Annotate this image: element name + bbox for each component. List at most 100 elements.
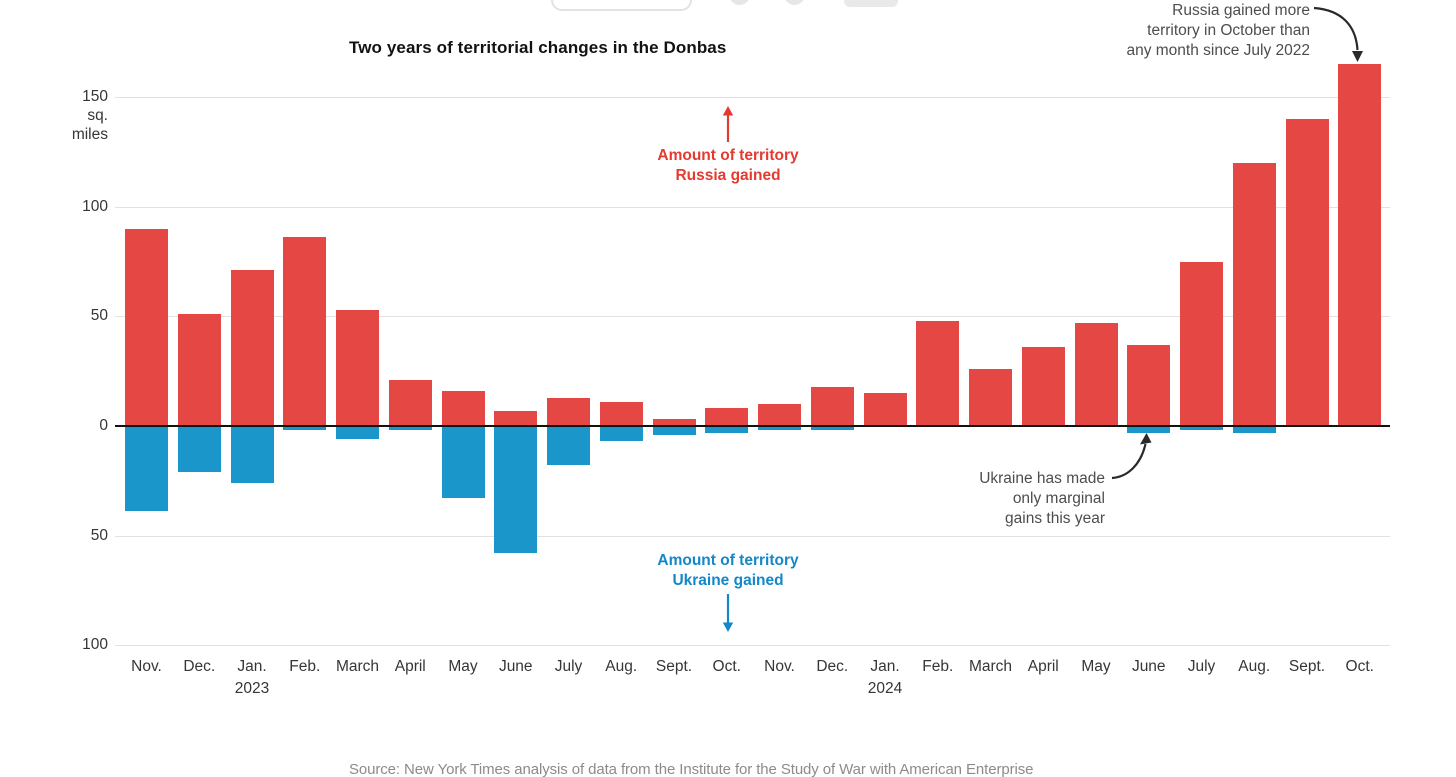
x-tick-label: June (1131, 658, 1166, 675)
x-tick-label: Feb. (289, 658, 321, 675)
russia-series-label-line1: Amount of territory (657, 147, 799, 164)
x-tick-label: July (1187, 658, 1216, 675)
bar-russia-18 (1021, 347, 1065, 426)
y-tick-label: 100 (82, 636, 108, 654)
toolbar-rect-button[interactable] (844, 0, 898, 7)
bar-russia-14 (810, 386, 854, 426)
x-tick-label: Aug. (1238, 658, 1271, 675)
y-tick-label: 150 (82, 88, 108, 106)
gridline (115, 535, 1390, 537)
x-tick-label: Dec. (183, 658, 216, 675)
y-tick-label: 0 (99, 417, 108, 434)
x-tick-label: March (968, 658, 1013, 675)
bar-ukraine-11 (652, 426, 696, 435)
bar-russia-16 (916, 320, 960, 426)
bar-ukraine-9 (547, 426, 590, 466)
bar-russia-8 (494, 410, 538, 426)
x-tick-label: June (498, 658, 533, 675)
x-tick-label: Nov. (764, 658, 795, 675)
gridline (115, 206, 1390, 208)
gridline (115, 97, 1390, 99)
x-axis-year-label: 2023 (234, 680, 270, 697)
x-axis-year-label: 2024 (867, 680, 903, 697)
bar-russia-19 (1074, 322, 1118, 426)
toolbar-circle-button-right[interactable] (784, 0, 805, 5)
source-line1: Source: New York Times analysis of data … (349, 761, 1034, 777)
y-axis-unit-label: sq. (87, 107, 108, 125)
bar-russia-13 (758, 404, 801, 426)
bar-russia-23 (1285, 119, 1329, 426)
x-tick-label: Jan. (237, 658, 267, 675)
x-tick-label: Nov. (131, 658, 162, 675)
october-note-line3: any month since July 2022 (1126, 42, 1310, 59)
gridline (115, 645, 1390, 647)
bar-russia-15 (863, 393, 907, 426)
russia-series-label: Amount of territory Russia gained (578, 146, 878, 186)
bar-ukraine-5 (336, 426, 379, 440)
x-tick-label: April (394, 658, 426, 675)
marginal-note-line3: gains this year (1005, 510, 1105, 527)
bar-russia-6 (388, 379, 432, 426)
bar-russia-24 (1338, 64, 1382, 426)
bar-ukraine-20 (1127, 426, 1171, 433)
bar-russia-7 (441, 390, 485, 426)
bar-russia-1 (125, 228, 168, 426)
x-tick-label: Sept. (655, 658, 693, 675)
ukraine-series-label-line2: Ukraine gained (672, 572, 784, 589)
bar-ukraine-8 (494, 426, 538, 554)
bar-russia-12 (705, 408, 749, 426)
gridline (115, 316, 1390, 318)
bar-ukraine-14 (810, 426, 854, 431)
x-tick-label: May (1081, 658, 1111, 675)
x-tick-label: Dec. (816, 658, 849, 675)
bar-russia-20 (1127, 344, 1171, 426)
bar-russia-17 (969, 369, 1012, 426)
x-tick-label: Feb. (922, 658, 954, 675)
bar-ukraine-6 (388, 426, 432, 431)
ukraine-down-arrow-icon (722, 594, 734, 632)
marginal-gains-note: Ukraine has made only marginal gains thi… (855, 469, 1105, 529)
bar-russia-2 (177, 314, 221, 426)
ukraine-series-label-line1: Amount of territory (657, 552, 799, 569)
y-tick-label: 50 (90, 526, 108, 544)
x-tick-label: July (554, 658, 583, 675)
bar-ukraine-7 (441, 426, 485, 499)
chart-title: Two years of territorial changes in the … (349, 38, 727, 57)
bar-russia-3 (230, 270, 274, 426)
toolbar-circle-button-left[interactable] (729, 0, 750, 5)
bar-ukraine-1 (125, 426, 168, 512)
bar-ukraine-3 (230, 426, 274, 483)
y-tick-label: 100 (82, 197, 108, 215)
bar-ukraine-10 (599, 426, 643, 442)
bar-russia-11 (652, 419, 696, 426)
x-tick-label: May (448, 658, 478, 675)
x-tick-label: April (1027, 658, 1059, 675)
y-tick-label: 50 (90, 307, 108, 325)
bar-russia-5 (336, 309, 379, 426)
x-tick-label: Aug. (605, 658, 638, 675)
x-tick-label: Oct. (712, 658, 741, 675)
bar-ukraine-21 (1180, 426, 1223, 431)
bar-ukraine-4 (283, 426, 327, 431)
october-note-line2: territory in October than (1147, 22, 1310, 39)
y-axis-unit-label: miles (71, 126, 108, 144)
bar-russia-9 (547, 397, 590, 426)
curved-down-arrow-icon (1313, 6, 1363, 62)
october-note-line1: Russia gained more (1172, 2, 1310, 19)
bar-ukraine-2 (177, 426, 221, 473)
bar-ukraine-13 (758, 426, 801, 431)
ukraine-series-label: Amount of territory Ukraine gained (578, 551, 878, 591)
bar-russia-21 (1180, 261, 1223, 426)
bar-ukraine-12 (705, 426, 749, 433)
marginal-note-line2: only marginal (1012, 490, 1105, 507)
bar-russia-22 (1232, 162, 1276, 426)
russia-series-label-line2: Russia gained (675, 167, 781, 184)
x-tick-label: Jan. (870, 658, 900, 675)
x-tick-label: March (335, 658, 380, 675)
bar-russia-4 (283, 237, 327, 426)
october-record-note: Russia gained more territory in October … (960, 1, 1310, 61)
russia-up-arrow-icon (722, 106, 734, 142)
bar-russia-10 (599, 401, 643, 426)
